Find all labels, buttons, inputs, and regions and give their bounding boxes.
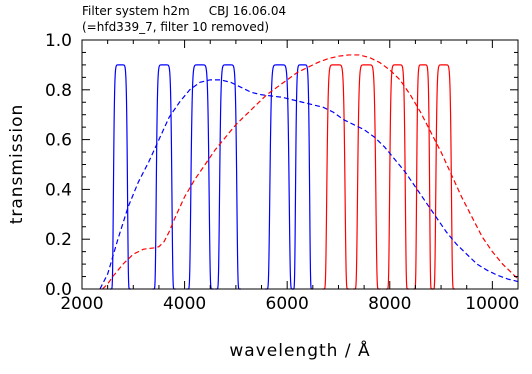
filter-curve-10: [413, 64, 433, 290]
filter-curve-1: [110, 64, 131, 290]
y-tick-label: 0.4: [45, 180, 72, 200]
y-tick-label: 0.6: [45, 131, 72, 151]
filter-curve-5: [265, 64, 294, 290]
dashed-curve-1: [99, 79, 519, 290]
y-tick-label: 0.0: [45, 280, 72, 300]
axes-layer: 2000 4000 6000 8000 10000 0.0 0.2 0.4 0.6 0.8 1.0: [45, 31, 519, 314]
filter-curve-3: [186, 64, 214, 290]
filter-curve-2: [152, 64, 176, 290]
y-tick-label: 1.0: [45, 31, 72, 51]
x-tick-label: 6000: [266, 294, 309, 314]
y-tick-label: 0.8: [45, 81, 72, 101]
filter-curve-8: [353, 64, 381, 290]
dashed-curve-2: [102, 54, 519, 290]
curves-layer: [99, 54, 519, 290]
filter-curve-9: [385, 64, 409, 290]
filter-curve-11: [432, 64, 456, 290]
filter-curve-6: [292, 64, 313, 290]
x-tick-label: 10000: [465, 294, 519, 314]
x-axis-label: wavelength / Å: [229, 339, 370, 361]
y-tick-label: 0.2: [45, 230, 72, 250]
filter-curve-7: [322, 64, 350, 290]
x-tick-label: 8000: [368, 294, 411, 314]
x-tick-label: 4000: [163, 294, 206, 314]
y-axis-label: transmission: [7, 104, 27, 225]
chart-title: Filter system h2m CBJ 16.06.04: [82, 4, 286, 18]
filter-curve-4: [215, 64, 241, 290]
x-tick-label: 2000: [60, 294, 103, 314]
chart-subtitle: (=hfd339_7, filter 10 removed): [82, 20, 269, 34]
